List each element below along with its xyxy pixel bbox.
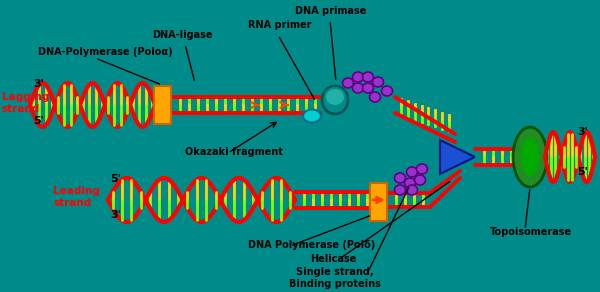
Text: DNA Polymerase (Polδ): DNA Polymerase (Polδ) (248, 240, 375, 250)
Ellipse shape (416, 164, 427, 174)
Ellipse shape (343, 78, 353, 88)
Ellipse shape (520, 136, 540, 178)
Ellipse shape (395, 185, 406, 195)
Ellipse shape (415, 175, 425, 185)
Text: Lagging
strand: Lagging strand (2, 92, 49, 114)
Ellipse shape (353, 83, 364, 93)
Ellipse shape (373, 77, 383, 87)
Text: DNA-Polymerase (Poloα): DNA-Polymerase (Poloα) (38, 47, 173, 57)
FancyBboxPatch shape (154, 86, 171, 124)
Ellipse shape (513, 127, 547, 187)
Ellipse shape (325, 88, 345, 106)
Ellipse shape (395, 173, 406, 183)
Ellipse shape (362, 72, 373, 82)
Ellipse shape (353, 72, 364, 82)
Text: Okazaki fragment: Okazaki fragment (185, 147, 283, 157)
Ellipse shape (407, 185, 418, 195)
Ellipse shape (370, 92, 380, 102)
Text: 5': 5' (577, 167, 588, 177)
Ellipse shape (382, 86, 392, 96)
Text: Topoisomerase: Topoisomerase (490, 227, 572, 237)
Text: DNA primase: DNA primase (295, 6, 367, 16)
Text: DNA-ligase: DNA-ligase (152, 30, 212, 40)
Ellipse shape (404, 178, 415, 188)
Text: 3': 3' (33, 79, 44, 89)
Text: Helicase: Helicase (310, 254, 356, 264)
FancyBboxPatch shape (370, 183, 387, 221)
Ellipse shape (322, 86, 348, 114)
Text: Leading
strand: Leading strand (53, 186, 100, 208)
Text: 5': 5' (110, 174, 121, 184)
Text: Single strand,
Binding proteins: Single strand, Binding proteins (289, 267, 381, 289)
Text: RNA primer: RNA primer (248, 20, 311, 30)
Ellipse shape (303, 110, 321, 122)
Text: 5': 5' (33, 116, 44, 126)
Text: 3': 3' (577, 127, 588, 137)
Ellipse shape (407, 167, 418, 177)
Text: 3': 3' (110, 210, 121, 220)
Polygon shape (440, 140, 475, 174)
Ellipse shape (362, 83, 373, 93)
